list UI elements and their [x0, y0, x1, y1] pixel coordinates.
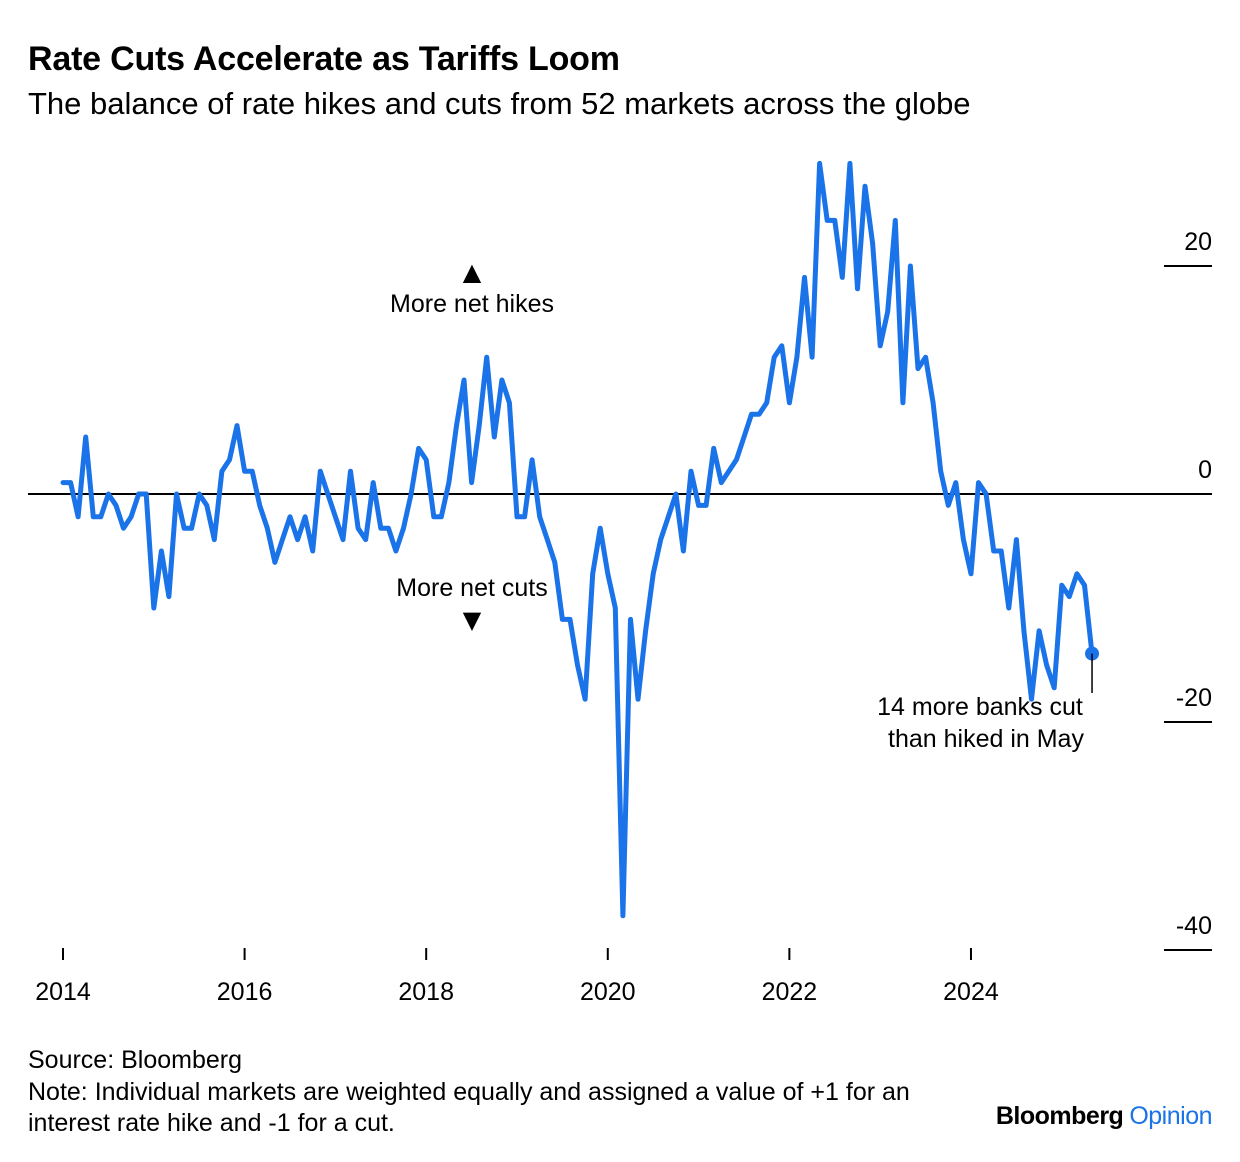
cuts-label: More net cuts: [396, 574, 547, 602]
y-tick-label: 20: [1184, 228, 1212, 256]
brand-accent: Opinion: [1129, 1102, 1212, 1130]
x-tick-label: 2016: [217, 978, 273, 1006]
y-tick-label: -40: [1176, 912, 1212, 940]
series-line: [60, 160, 1095, 919]
x-tick-label: 2014: [35, 978, 91, 1006]
brand-name: Bloomberg: [995, 1102, 1124, 1130]
chart-subtitle: The balance of rate hikes and cuts from …: [28, 86, 971, 121]
series-layer: [60, 160, 1100, 919]
latest-annotation-line2: than hiked in May: [888, 725, 1084, 753]
x-tick-label: 2024: [943, 978, 999, 1006]
hikes-arrow-icon: ▲: [463, 258, 482, 286]
x-tick-label: 2018: [398, 978, 454, 1006]
x-tick-label: 2022: [762, 978, 818, 1006]
chart-title: Rate Cuts Accelerate as Tariffs Loom: [28, 40, 620, 78]
latest-annotation-line1: 14 more banks cut: [877, 693, 1083, 721]
x-tick-label: 2020: [580, 978, 636, 1006]
cuts-arrow-icon: ▼: [463, 606, 482, 634]
y-tick-label: -20: [1176, 684, 1212, 712]
axis-layer: 20 0 -20 -40 2014 2016 2018 2020 2022 2024: [28, 228, 1212, 1006]
brand-logo: Bloomberg Opinion: [995, 1102, 1213, 1131]
hikes-label: More net hikes: [390, 290, 554, 318]
annotation-layer: ▲ More net hikes More net cuts ▼ 14 more…: [390, 258, 1093, 753]
y-tick-label: 0: [1198, 456, 1212, 484]
chart-source: Source: Bloomberg: [28, 1046, 243, 1074]
chart-note: Note: Individual markets are weighted eq…: [28, 1078, 910, 1137]
